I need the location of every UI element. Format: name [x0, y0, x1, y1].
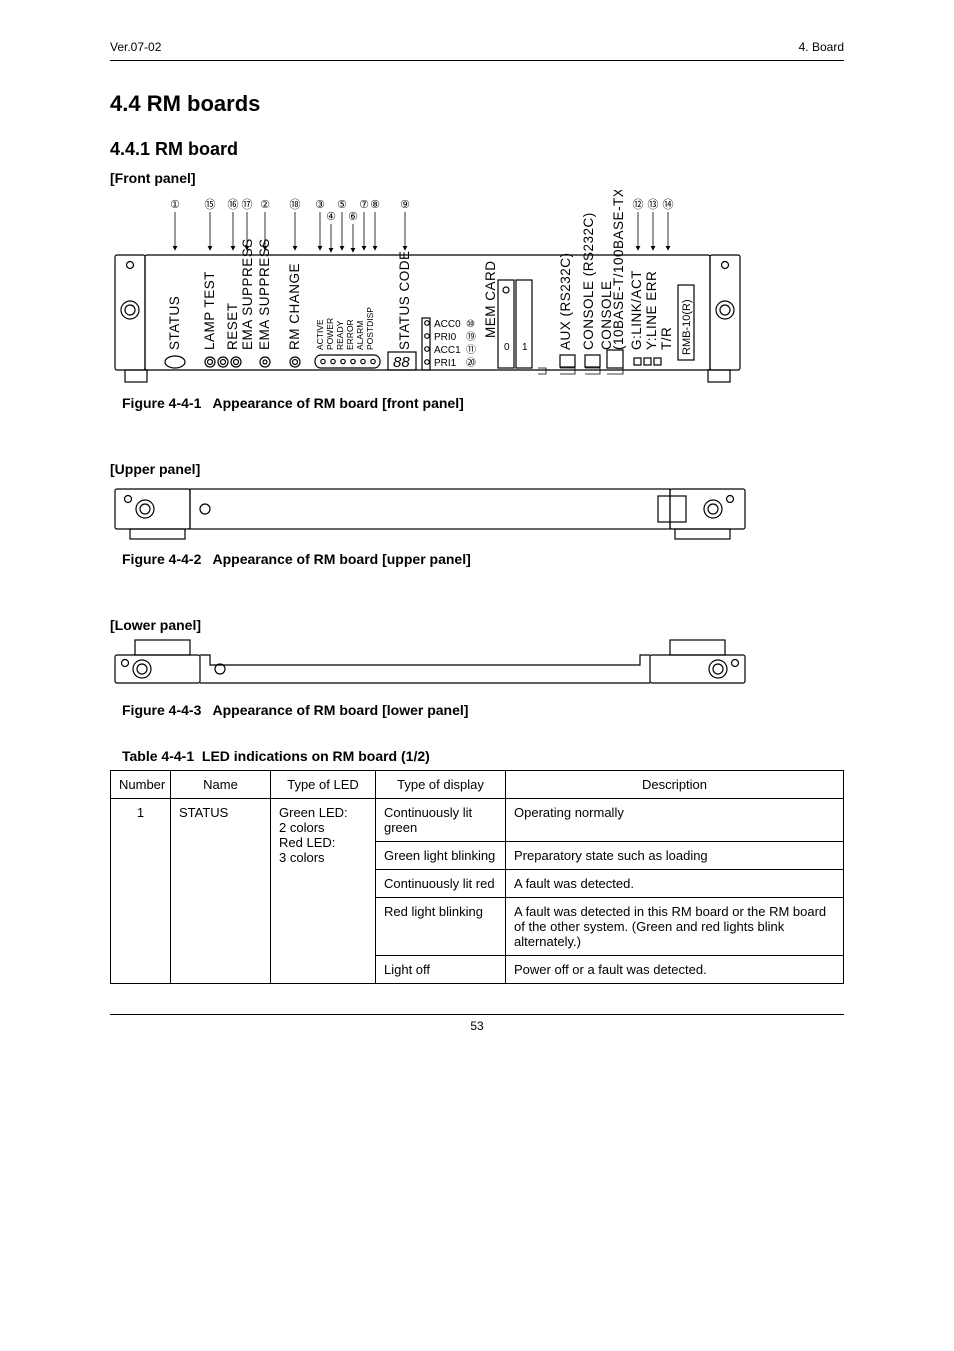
figure1-caption-num: Figure 4-4-1 — [122, 395, 201, 411]
svg-text:⑫: ⑫ — [633, 198, 644, 211]
figure1-prefix: [Front panel] — [110, 170, 844, 186]
svg-text:STATUS: STATUS — [167, 296, 182, 350]
svg-text:⑭: ⑭ — [663, 198, 674, 211]
col-desc: Description — [506, 771, 844, 799]
callout-7: ⑦ — [359, 199, 369, 250]
svg-text:⑧: ⑧ — [370, 199, 380, 211]
svg-text:⑨: ⑨ — [400, 199, 410, 211]
callout-15: ⑮ — [205, 198, 216, 250]
svg-text:⑰: ⑰ — [242, 198, 253, 211]
svg-text:88: 88 — [393, 354, 410, 371]
callout-18: ⑱ — [290, 198, 301, 250]
callout-3: ③ — [315, 199, 325, 250]
svg-text:③: ③ — [315, 199, 325, 211]
callout-14: ⑭ — [663, 198, 674, 250]
svg-text:0: 0 — [504, 342, 510, 353]
callout-1: ① — [170, 199, 180, 250]
section-subtitle: 4.4.1 RM board — [110, 139, 844, 160]
svg-text:⑱: ⑱ — [290, 198, 301, 211]
svg-text:(10BASE-T/100BASE-TX): (10BASE-T/100BASE-TX) — [611, 190, 626, 350]
svg-text:EMA SUPPRESS: EMA SUPPRESS — [257, 238, 272, 350]
callout-4: ④ — [326, 211, 336, 252]
svg-text:RMB-10(R): RMB-10(R) — [681, 299, 693, 355]
svg-text:ACC0: ACC0 — [434, 319, 461, 330]
col-led: Type of LED — [271, 771, 376, 799]
table-row: 1 STATUS Green LED: 2 colors Red LED: 3 … — [111, 799, 844, 842]
figure3-prefix: [Lower panel] — [110, 617, 844, 633]
figure1-caption-text: Appearance of RM board [front panel] — [213, 395, 464, 411]
svg-text:CONSOLE (RS232C): CONSOLE (RS232C) — [581, 212, 596, 350]
svg-text:ACTIVE: ACTIVE — [315, 319, 325, 350]
figure2-prefix: [Upper panel] — [110, 461, 844, 477]
section-title: 4.4 RM boards — [110, 91, 844, 117]
figure-3: [Lower panel] — [110, 617, 844, 718]
figure-2: [Upper panel] Figure 4-4-2 — [110, 461, 844, 567]
callout-5: ⑤ — [337, 199, 347, 250]
svg-text:RM CHANGE: RM CHANGE — [287, 263, 302, 350]
svg-text:⑪: ⑪ — [466, 344, 476, 356]
figure2-caption-num: Figure 4-4-2 — [122, 551, 201, 567]
svg-text:MEM CARD: MEM CARD — [483, 261, 498, 339]
svg-text:⑮: ⑮ — [205, 198, 216, 211]
svg-text:G:LINK/ACT: G:LINK/ACT — [629, 270, 644, 350]
svg-text:STATUS CODE: STATUS CODE — [397, 250, 412, 350]
callout-9: ⑨ — [400, 199, 410, 250]
upper-panel-svg — [110, 481, 750, 541]
svg-text:⑲: ⑲ — [466, 331, 476, 343]
header-rule — [110, 60, 844, 61]
svg-text:⑥: ⑥ — [348, 211, 358, 223]
table-title: Table 4-4-1 LED indications on RM board … — [122, 748, 844, 764]
callout-8: ⑧ — [370, 199, 380, 250]
svg-text:ACC1: ACC1 — [434, 345, 461, 356]
led-table: Number Name Type of LED Type of display … — [110, 770, 844, 984]
col-number: Number — [111, 771, 171, 799]
callout-16: ⑯ — [228, 198, 239, 250]
callout-13: ⑬ — [648, 198, 659, 250]
svg-text:PRI0: PRI0 — [434, 332, 457, 343]
col-name: Name — [171, 771, 271, 799]
svg-text:PRI1: PRI1 — [434, 358, 457, 369]
lower-panel-svg — [110, 637, 750, 692]
figure3-caption-text: Appearance of RM board [lower panel] — [213, 702, 469, 718]
svg-text:1: 1 — [522, 342, 528, 353]
svg-text:⑦: ⑦ — [359, 199, 369, 211]
svg-text:②: ② — [260, 199, 270, 211]
svg-text:LAMP TEST: LAMP TEST — [202, 271, 217, 350]
svg-text:AUX (RS232C): AUX (RS232C) — [558, 252, 573, 350]
svg-text:READY: READY — [335, 320, 345, 350]
front-panel-svg: ① ⑮ ⑯ ⑰ ② ⑱ ③ ④ ⑤ ⑥ ⑦ ⑧ ⑨ ⑫ ⑬ — [110, 190, 750, 385]
figure3-caption-num: Figure 4-4-3 — [122, 702, 201, 718]
svg-text:POWER: POWER — [325, 318, 335, 350]
svg-text:POSTDISP: POSTDISP — [365, 307, 375, 350]
svg-text:Y:LINE ERR: Y:LINE ERR — [644, 271, 659, 350]
svg-text:⑯: ⑯ — [228, 198, 239, 211]
col-disp: Type of display — [376, 771, 506, 799]
svg-text:EMA SUPPRESS: EMA SUPPRESS — [240, 238, 255, 350]
svg-text:RESET: RESET — [225, 302, 240, 350]
page-number: 53 — [0, 1019, 954, 1053]
svg-text:ALARM: ALARM — [355, 321, 365, 350]
svg-text:⑬: ⑬ — [648, 198, 659, 211]
svg-text:①: ① — [170, 199, 180, 211]
svg-text:T/R: T/R — [659, 327, 674, 350]
svg-text:ERROR: ERROR — [345, 319, 355, 350]
callout-12: ⑫ — [633, 198, 644, 250]
callout-6: ⑥ — [348, 211, 358, 252]
svg-text:⑳: ⑳ — [466, 357, 476, 369]
figure-1: [Front panel] — [110, 170, 844, 411]
svg-text:⑤: ⑤ — [337, 199, 347, 211]
figure2-caption-text: Appearance of RM board [upper panel] — [213, 551, 471, 567]
header-left: Ver.07-02 — [110, 40, 161, 54]
svg-text:⑩: ⑩ — [466, 319, 475, 330]
svg-text:④: ④ — [326, 211, 336, 223]
header-right: 4. Board — [799, 40, 844, 54]
footer-rule — [110, 1014, 844, 1015]
